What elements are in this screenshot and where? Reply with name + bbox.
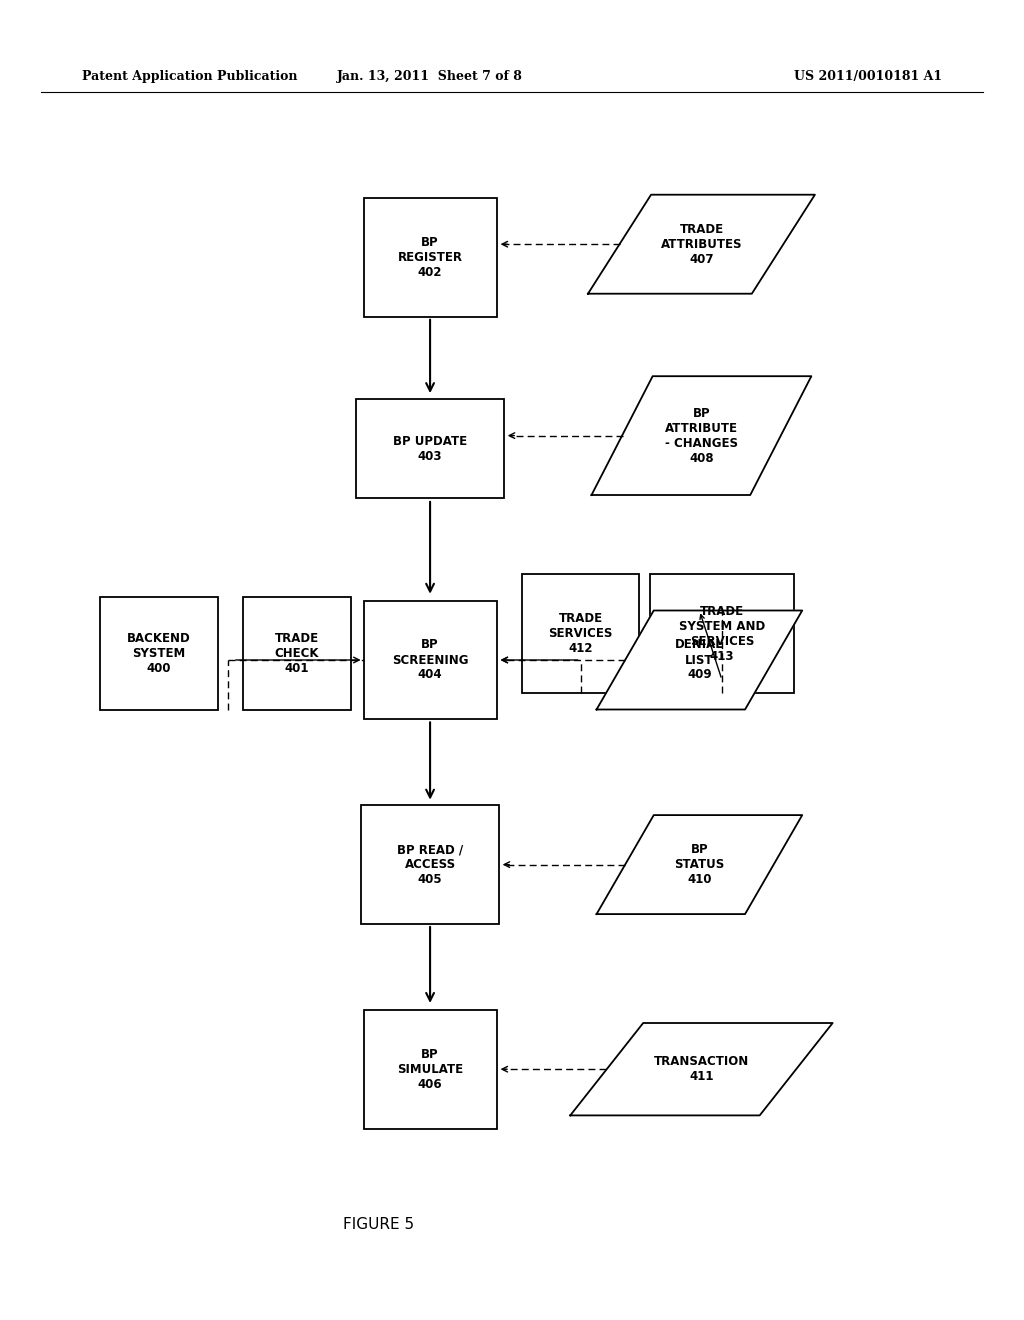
Text: BP UPDATE
403: BP UPDATE 403 [393, 434, 467, 463]
Bar [364, 1010, 497, 1129]
Text: TRADE
CHECK
401: TRADE CHECK 401 [274, 632, 319, 675]
Polygon shape [597, 610, 802, 710]
Bar [360, 805, 500, 924]
Text: US 2011/0010181 A1: US 2011/0010181 A1 [794, 70, 942, 83]
Bar [364, 601, 497, 719]
Text: BP
STATUS
410: BP STATUS 410 [674, 843, 725, 886]
Bar [244, 597, 350, 710]
Polygon shape [597, 816, 802, 913]
Polygon shape [570, 1023, 833, 1115]
Bar [364, 198, 497, 317]
Bar [650, 574, 794, 693]
Text: BP READ /
ACCESS
405: BP READ / ACCESS 405 [397, 843, 463, 886]
Bar [521, 574, 639, 693]
Text: Patent Application Publication: Patent Application Publication [82, 70, 297, 83]
Text: BP
REGISTER
402: BP REGISTER 402 [397, 236, 463, 279]
Text: TRADE
ATTRIBUTES
407: TRADE ATTRIBUTES 407 [660, 223, 742, 265]
Text: TRANSACTION
411: TRANSACTION 411 [653, 1055, 750, 1084]
Bar [356, 399, 504, 498]
Polygon shape [588, 195, 815, 294]
Bar [100, 597, 218, 710]
Text: TRADE
SERVICES
412: TRADE SERVICES 412 [549, 612, 612, 655]
Text: TRADE
SYSTEM AND
SERVICES
413: TRADE SYSTEM AND SERVICES 413 [679, 605, 765, 663]
Text: DENIAL
LIST
409: DENIAL LIST 409 [675, 639, 724, 681]
Text: Jan. 13, 2011  Sheet 7 of 8: Jan. 13, 2011 Sheet 7 of 8 [337, 70, 523, 83]
Text: BP
ATTRIBUTE
- CHANGES
408: BP ATTRIBUTE - CHANGES 408 [665, 407, 738, 465]
Polygon shape [592, 376, 811, 495]
Text: BP
SIMULATE
406: BP SIMULATE 406 [397, 1048, 463, 1090]
Text: FIGURE 5: FIGURE 5 [343, 1217, 415, 1233]
Text: BP
SCREENING
404: BP SCREENING 404 [392, 639, 468, 681]
Text: BACKEND
SYSTEM
400: BACKEND SYSTEM 400 [127, 632, 190, 675]
